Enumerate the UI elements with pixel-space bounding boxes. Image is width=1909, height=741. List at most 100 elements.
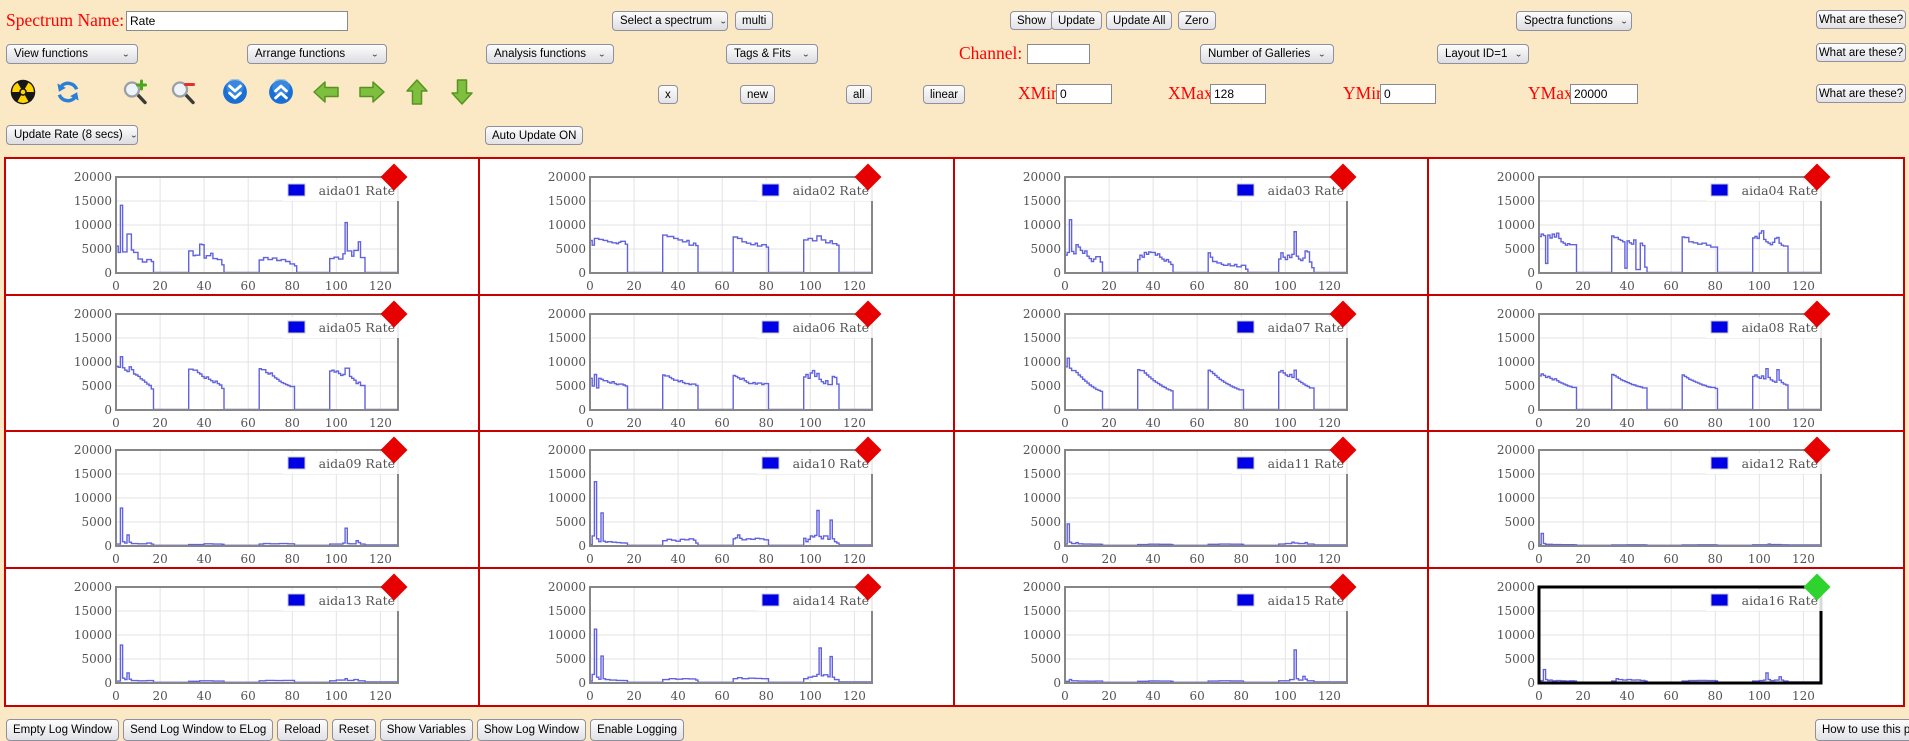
- ymax-input[interactable]: [1570, 84, 1638, 104]
- chart-aida14: aida14 Rate 0 5000 10000 15000 20000 0 20 40 60 80…: [548, 573, 882, 703]
- gallery-status-diamond-red[interactable]: [854, 300, 882, 327]
- gallery-cell-aida04[interactable]: aida04 Rate 0 5000 10000 15000 20000 0 20 40 60 80…: [1428, 159, 1903, 296]
- legend-swatch: [287, 593, 306, 606]
- gallery-cell-aida09[interactable]: aida09 Rate 0 5000 10000 15000 20000 0 20 40 60 80…: [6, 432, 481, 569]
- gallery-status-diamond-red[interactable]: [380, 436, 408, 464]
- gallery-cell-aida14[interactable]: aida14 Rate 0 5000 10000 15000 20000 0 20 40 60 80…: [480, 568, 955, 705]
- bottom-button-show-variables[interactable]: Show Variables: [379, 719, 473, 741]
- bottom-button-send-log-window-to-elog[interactable]: Send Log Window to ELog: [123, 719, 274, 741]
- arrow-left-icon[interactable]: [312, 80, 339, 106]
- gallery-status-diamond-red[interactable]: [1803, 436, 1831, 464]
- new-button[interactable]: new: [740, 85, 776, 104]
- zoom-out-icon[interactable]: [170, 79, 196, 105]
- arrow-right-icon[interactable]: [358, 80, 385, 106]
- rate-series-line: [1538, 230, 1822, 274]
- gallery-status-diamond-red[interactable]: [1803, 300, 1831, 327]
- arrow-down-icon[interactable]: [450, 78, 476, 105]
- update-all-button[interactable]: Update All: [1106, 11, 1173, 30]
- select-a-spectrum-dropdown[interactable]: Select a spectrum ⌄: [612, 11, 728, 31]
- gallery-cell-aida13[interactable]: aida13 Rate 0 5000 10000 15000 20000 0 20 40 60 80…: [6, 568, 481, 705]
- gallery-cell-aida07[interactable]: aida07 Rate 0 5000 10000 15000 20000 0 20 40 60 80…: [954, 295, 1429, 432]
- gallery-cell-aida01[interactable]: aida01 Rate 0 5000 10000 15000 20000 0 20 40 60 80…: [6, 159, 481, 296]
- refresh-icon[interactable]: [55, 79, 81, 105]
- gallery-cell-aida10[interactable]: aida10 Rate 0 5000 10000 15000 20000 0 20 40 60 80…: [480, 432, 955, 569]
- how-to-use-button[interactable]: How to use this page: [1815, 719, 1909, 741]
- gallery-status-diamond-red[interactable]: [1329, 300, 1356, 327]
- collapse-down-icon[interactable]: [222, 78, 248, 105]
- y-axis-tick-label: 0: [1527, 676, 1535, 690]
- linear-button[interactable]: linear: [923, 85, 966, 104]
- legend-label: aida16 Rate: [1741, 593, 1817, 608]
- gallery-status-diamond-red[interactable]: [380, 163, 408, 191]
- gallery-cell-aida06[interactable]: aida06 Rate 0 5000 10000 15000 20000 0 20 40 60 80…: [480, 295, 955, 432]
- spectrum-name-input[interactable]: [126, 11, 348, 31]
- gallery-cell-aida02[interactable]: aida02 Rate 0 5000 10000 15000 20000 0 20 40 60 80…: [480, 159, 955, 296]
- x-axis-tick-label: 20: [627, 279, 642, 293]
- channel-input[interactable]: [1027, 44, 1090, 64]
- update-button[interactable]: Update: [1051, 11, 1103, 30]
- layout-id-dropdown[interactable]: Layout ID=1 ⌄: [1437, 44, 1529, 64]
- tags-fits-dropdown[interactable]: Tags & Fits ⌄: [726, 44, 818, 64]
- number-of-galleries-dropdown[interactable]: Number of Galleries ⌄: [1200, 44, 1334, 64]
- legend-swatch: [1236, 183, 1254, 197]
- x-axis-tick-label: 40: [671, 416, 686, 430]
- x-axis-button[interactable]: x: [658, 85, 678, 104]
- gallery-status-diamond-red[interactable]: [1329, 436, 1356, 464]
- gallery-status-diamond-red[interactable]: [854, 573, 882, 600]
- gallery-status-diamond-red[interactable]: [1329, 163, 1356, 191]
- spectra-functions-dropdown[interactable]: Spectra functions ⌄: [1516, 11, 1632, 31]
- x-axis-tick-label: 20: [152, 689, 167, 703]
- gallery-status-diamond-red[interactable]: [854, 436, 882, 464]
- arrow-up-icon[interactable]: [405, 78, 431, 105]
- auto-update-button[interactable]: Auto Update ON: [485, 126, 584, 145]
- gallery-cell-aida12[interactable]: aida12 Rate 0 5000 10000 15000 20000 0 20 40 60 80…: [1428, 432, 1903, 569]
- what-are-these-button-1[interactable]: What are these?: [1816, 10, 1906, 29]
- gallery-status-diamond-red[interactable]: [1803, 163, 1831, 191]
- bottom-button-empty-log-window[interactable]: Empty Log Window: [6, 719, 120, 741]
- x-axis-tick-label: 40: [671, 689, 686, 703]
- gallery-cell-aida16[interactable]: aida16 Rate 0 5000 10000 15000 20000 0 20 40 60 80…: [1428, 568, 1903, 705]
- radiation-icon[interactable]: [10, 79, 36, 105]
- gallery-status-diamond-green[interactable]: [1803, 573, 1831, 600]
- zero-button[interactable]: Zero: [1178, 11, 1216, 30]
- bottom-button-reload[interactable]: Reload: [277, 719, 328, 741]
- chart-aida03: aida03 Rate 0 5000 10000 15000 20000 0 20 40 60 80…: [1022, 163, 1356, 293]
- gallery-status-diamond-red[interactable]: [380, 573, 408, 600]
- y-axis-tick-label: 20000: [1497, 580, 1535, 594]
- xmax-input[interactable]: [1210, 84, 1266, 104]
- bottom-button-reset[interactable]: Reset: [331, 719, 376, 741]
- ymin-input[interactable]: [1380, 84, 1436, 104]
- view-functions-dropdown[interactable]: View functions ⌄: [6, 44, 138, 64]
- zoom-in-icon[interactable]: [122, 79, 148, 105]
- legend-label: aida01 Rate: [319, 183, 395, 198]
- gallery-cell-aida03[interactable]: aida03 Rate 0 5000 10000 15000 20000 0 20 40 60 80…: [954, 159, 1429, 296]
- gallery-cell-aida08[interactable]: aida08 Rate 0 5000 10000 15000 20000 0 20 40 60 80…: [1428, 295, 1903, 432]
- show-button[interactable]: Show: [1010, 11, 1053, 30]
- gallery-cell-aida05[interactable]: aida05 Rate 0 5000 10000 15000 20000 0 20 40 60 80…: [6, 295, 481, 432]
- multi-button[interactable]: multi: [735, 11, 774, 30]
- y-axis-tick-label: 15000: [1022, 467, 1060, 481]
- x-axis-tick-label: 20: [1575, 552, 1590, 566]
- gallery-cell-aida11[interactable]: aida11 Rate 0 5000 10000 15000 20000 0 20 40 60 80…: [954, 432, 1429, 569]
- y-axis-tick-label: 5000: [556, 379, 587, 393]
- gallery-cell-aida15[interactable]: aida15 Rate 0 5000 10000 15000 20000 0 20 40 60 80…: [954, 568, 1429, 705]
- legend-swatch: [287, 320, 306, 333]
- x-axis-tick-label: 120: [843, 552, 866, 566]
- xmin-input[interactable]: [1056, 84, 1112, 104]
- arrange-functions-dropdown[interactable]: Arrange functions ⌄: [247, 44, 387, 64]
- what-are-these-button-2[interactable]: What are these?: [1816, 43, 1906, 62]
- analysis-functions-dropdown[interactable]: Analysis functions ⌄: [486, 44, 614, 64]
- gallery-status-diamond-red[interactable]: [1329, 573, 1356, 600]
- y-axis-tick-label: 20000: [1022, 580, 1060, 594]
- y-axis-tick-label: 0: [1527, 539, 1535, 553]
- x-axis-tick-label: 0: [112, 689, 120, 703]
- collapse-up-icon[interactable]: [268, 78, 294, 105]
- gallery-status-diamond-red[interactable]: [380, 300, 408, 327]
- what-are-these-button-3[interactable]: What are these?: [1816, 84, 1906, 103]
- bottom-button-show-log-window[interactable]: Show Log Window: [476, 719, 587, 741]
- gallery-status-diamond-red[interactable]: [854, 163, 882, 191]
- x-axis-tick-label: 20: [627, 552, 642, 566]
- update-rate-dropdown[interactable]: Update Rate (8 secs) ⌄: [6, 125, 138, 145]
- bottom-button-enable-logging[interactable]: Enable Logging: [590, 719, 685, 741]
- all-button[interactable]: all: [846, 85, 872, 104]
